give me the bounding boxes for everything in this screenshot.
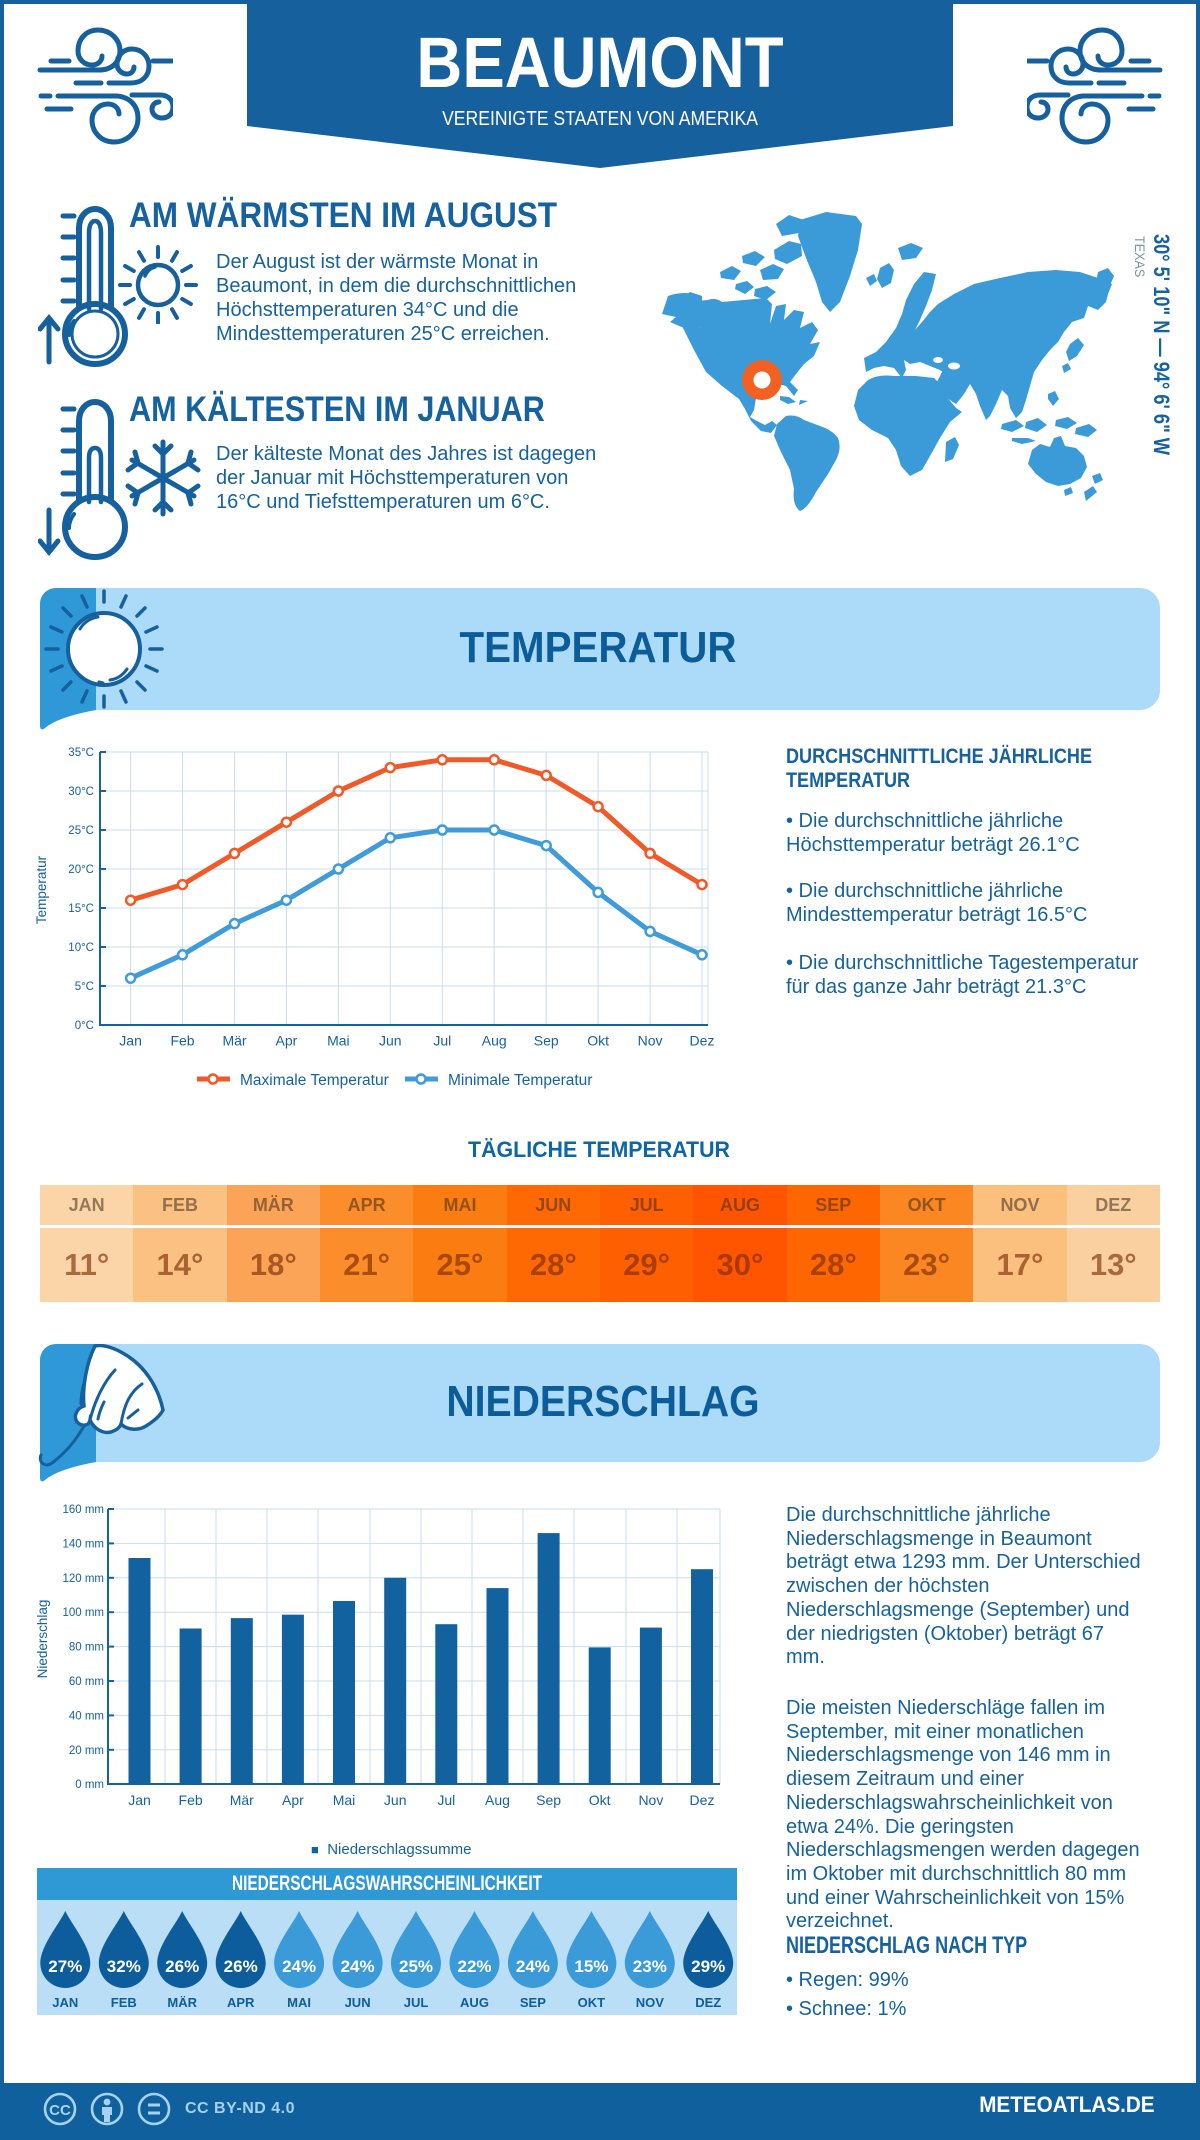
svg-text:Maximale Temperatur: Maximale Temperatur — [240, 1072, 389, 1089]
svg-text:DEZ: DEZ — [695, 1995, 721, 2010]
svg-text:22%: 22% — [457, 1957, 491, 1976]
svg-text:Dez: Dez — [690, 1033, 715, 1049]
svg-text:32%: 32% — [107, 1957, 141, 1976]
svg-text:Jan: Jan — [119, 1033, 142, 1049]
svg-text:Okt: Okt — [587, 1033, 609, 1049]
svg-text:160 mm: 160 mm — [62, 1504, 104, 1516]
svg-text:Jul: Jul — [433, 1033, 451, 1049]
svg-text:Aug: Aug — [485, 1792, 510, 1808]
svg-text:30°C: 30°C — [68, 786, 94, 798]
svg-text:AUG: AUG — [460, 1995, 489, 2010]
svg-text:Feb: Feb — [179, 1792, 203, 1808]
svg-text:Feb: Feb — [170, 1033, 194, 1049]
svg-text:0 mm: 0 mm — [75, 1779, 104, 1791]
svg-text:Sep: Sep — [536, 1792, 561, 1808]
svg-text:0°C: 0°C — [75, 1020, 94, 1032]
svg-text:FEB: FEB — [111, 1995, 137, 2010]
svg-text:Sep: Sep — [534, 1033, 559, 1049]
svg-text:Jan: Jan — [128, 1792, 151, 1808]
svg-text:JAN: JAN — [52, 1995, 78, 2010]
svg-text:100 mm: 100 mm — [62, 1607, 104, 1619]
svg-text:26%: 26% — [224, 1957, 258, 1976]
svg-text:15%: 15% — [574, 1957, 608, 1976]
svg-text:Jul: Jul — [437, 1792, 455, 1808]
svg-text:25°C: 25°C — [68, 825, 94, 837]
svg-text:29%: 29% — [691, 1957, 725, 1976]
svg-text:10°C: 10°C — [68, 942, 94, 954]
svg-text:Apr: Apr — [276, 1033, 298, 1049]
svg-text:Jun: Jun — [384, 1792, 407, 1808]
svg-text:Aug: Aug — [482, 1033, 507, 1049]
svg-text:24%: 24% — [516, 1957, 550, 1976]
svg-text:80 mm: 80 mm — [69, 1642, 104, 1654]
svg-text:APR: APR — [227, 1995, 255, 2010]
svg-text:SEP: SEP — [520, 1995, 546, 2010]
svg-text:Mär: Mär — [230, 1792, 254, 1808]
svg-text:Nov: Nov — [638, 1792, 663, 1808]
svg-text:Temperatur: Temperatur — [34, 855, 49, 924]
svg-text:Jun: Jun — [379, 1033, 402, 1049]
svg-text:Okt: Okt — [589, 1792, 611, 1808]
svg-text:Minimale Temperatur: Minimale Temperatur — [448, 1072, 592, 1089]
svg-text:NOV: NOV — [636, 1995, 665, 2010]
svg-text:MAI: MAI — [287, 1995, 311, 2010]
svg-text:27%: 27% — [48, 1957, 82, 1976]
svg-text:26%: 26% — [165, 1957, 199, 1976]
svg-text:CC: CC — [49, 2102, 71, 2119]
svg-text:Niederschlag: Niederschlag — [35, 1600, 50, 1679]
svg-text:Dez: Dez — [690, 1792, 715, 1808]
svg-text:25%: 25% — [399, 1957, 433, 1976]
svg-text:120 mm: 120 mm — [62, 1573, 104, 1585]
svg-text:40 mm: 40 mm — [69, 1710, 104, 1722]
svg-text:24%: 24% — [282, 1957, 316, 1976]
svg-text:23%: 23% — [633, 1957, 667, 1976]
svg-text:35°C: 35°C — [68, 747, 94, 759]
svg-text:MÄR: MÄR — [167, 1995, 197, 2010]
svg-text:Mai: Mai — [333, 1792, 356, 1808]
svg-text:140 mm: 140 mm — [62, 1538, 104, 1550]
svg-text:60 mm: 60 mm — [69, 1676, 104, 1688]
svg-text:5°C: 5°C — [75, 981, 94, 993]
svg-text:OKT: OKT — [578, 1995, 606, 2010]
svg-text:Mär: Mär — [222, 1033, 246, 1049]
svg-text:24%: 24% — [341, 1957, 375, 1976]
svg-text:Apr: Apr — [282, 1792, 304, 1808]
svg-text:Nov: Nov — [638, 1033, 663, 1049]
svg-text:15°C: 15°C — [68, 903, 94, 915]
svg-text:JUN: JUN — [345, 1995, 371, 2010]
svg-text:Mai: Mai — [327, 1033, 350, 1049]
svg-text:20°C: 20°C — [68, 864, 94, 876]
svg-text:JUL: JUL — [404, 1995, 429, 2010]
svg-text:20 mm: 20 mm — [69, 1745, 104, 1757]
